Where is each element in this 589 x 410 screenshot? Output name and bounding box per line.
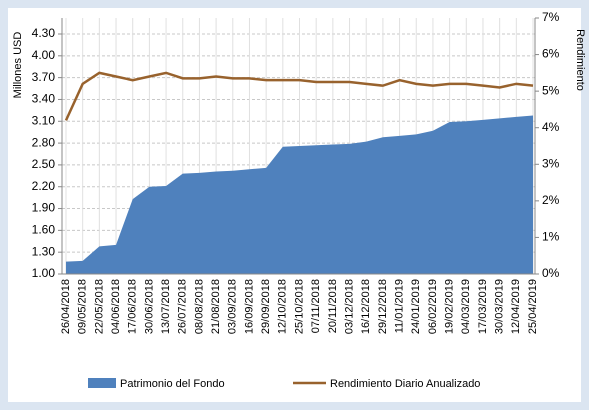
x-tick-label: 17/06/2018 xyxy=(127,279,139,334)
x-tick-label: 08/08/2018 xyxy=(193,279,205,334)
x-tick-label: 03/12/2018 xyxy=(343,279,355,334)
x-tick-label: 12/04/2019 xyxy=(510,279,522,334)
y-tick-label: 4.00 xyxy=(32,48,56,62)
x-tick-label: 11/01/2019 xyxy=(393,279,405,333)
y-tick-label: 1.90 xyxy=(32,201,56,215)
legend-label: Patrimonio del Fondo xyxy=(120,378,225,390)
x-tick-label: 26/04/2018 xyxy=(60,279,72,334)
y2-tick-label: 1% xyxy=(542,230,560,244)
x-tick-label: 30/03/2019 xyxy=(494,279,506,334)
x-tick-label: 17/03/2019 xyxy=(477,279,489,334)
y2-tick-label: 2% xyxy=(542,193,560,207)
y2-tick-label: 4% xyxy=(542,120,560,134)
y-tick-label: 1.60 xyxy=(32,223,56,237)
y-tick-label: 2.80 xyxy=(32,135,56,149)
x-tick-label: 19/02/2019 xyxy=(444,279,456,334)
y-tick-label: 2.20 xyxy=(32,179,56,193)
x-tick-label: 30/06/2018 xyxy=(143,279,155,334)
x-tick-label: 24/01/2019 xyxy=(410,279,422,334)
y2-tick-label: 3% xyxy=(542,156,560,170)
x-tick-label: 16/09/2018 xyxy=(243,279,255,334)
area xyxy=(66,115,533,274)
x-tick-label: 04/06/2018 xyxy=(110,279,122,334)
x-tick-label: 20/11/2018 xyxy=(327,279,339,333)
y2-tick-label: 0% xyxy=(542,266,560,280)
y-tick-label: 1.00 xyxy=(32,266,56,280)
y-tick-label: 3.40 xyxy=(32,92,56,106)
x-tick-label: 06/02/2019 xyxy=(427,279,439,334)
x-tick-label: 13/07/2018 xyxy=(160,279,172,334)
y2-tick-label: 6% xyxy=(542,47,560,61)
x-tick-label: 03/09/2018 xyxy=(227,279,239,334)
y-tick-label: 2.50 xyxy=(32,157,56,171)
y2-tick-label: 7% xyxy=(542,10,560,24)
x-tick-label: 09/05/2018 xyxy=(77,279,89,334)
x-tick-label: 29/09/2018 xyxy=(260,279,272,334)
y-tick-label: 1.30 xyxy=(32,244,56,258)
y-tick-label: 3.10 xyxy=(32,113,56,127)
x-tick-label: 29/12/2018 xyxy=(377,279,389,334)
legend-label: Rendimiento Diario Anualizado xyxy=(330,378,480,390)
x-tick-label: 12/10/2018 xyxy=(277,279,289,334)
x-tick-label: 16/12/2018 xyxy=(360,279,372,334)
line xyxy=(64,71,534,121)
y2-axis-title: Rendimiento xyxy=(574,29,586,91)
y-axis-title: Millones USD xyxy=(12,32,24,99)
y-tick-label: 3.70 xyxy=(32,70,56,84)
x-tick-label: 22/05/2018 xyxy=(93,279,105,334)
x-tick-label: 21/08/2018 xyxy=(210,279,222,334)
x-tick-label: 25/04/2019 xyxy=(527,279,539,334)
x-tick-label: 04/03/2019 xyxy=(460,279,472,334)
y2-tick-label: 5% xyxy=(542,83,560,97)
x-tick-label: 07/11/2018 xyxy=(310,279,322,333)
legend-swatch xyxy=(88,378,116,388)
x-tick-label: 26/07/2018 xyxy=(177,279,189,334)
y-tick-label: 4.30 xyxy=(32,26,56,40)
x-tick-label: 25/10/2018 xyxy=(293,279,305,334)
